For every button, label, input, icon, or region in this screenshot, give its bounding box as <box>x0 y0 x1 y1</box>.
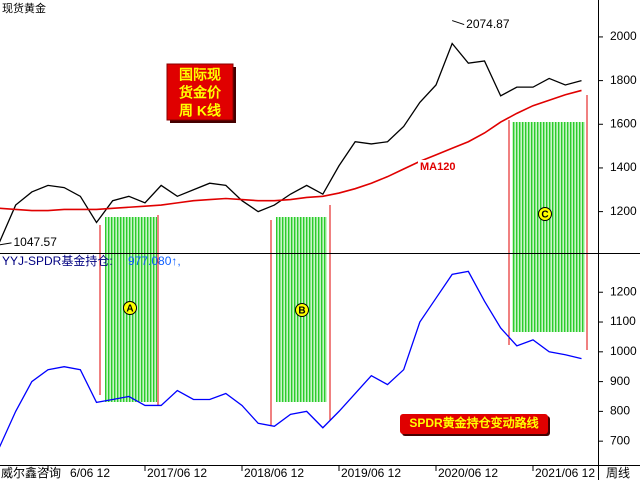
plot: MA120 <box>0 42 582 448</box>
label-box-text: 国际现 <box>179 67 221 83</box>
annotation-leader <box>0 242 12 246</box>
label-box-text: 周 K线 <box>179 103 221 119</box>
readout: 977.080↑, <box>128 254 181 268</box>
chart-title: 现货黄金 <box>2 1 46 15</box>
y-tick-label: 700 <box>610 433 630 447</box>
legend-bg <box>418 160 460 173</box>
annotation-leader <box>452 20 465 26</box>
label-box <box>400 414 548 434</box>
annotation: 1047.57 <box>14 235 58 249</box>
zone-marker <box>538 207 552 221</box>
x-tick-label: 2019/06 12 <box>341 466 401 480</box>
y-tick-label: 1400 <box>610 160 637 174</box>
y-tick-label: 1800 <box>610 73 637 87</box>
label-box <box>166 63 234 121</box>
x-tick-label: 2021/06 12 <box>535 466 595 480</box>
period: 周线 <box>606 466 630 480</box>
y-tick-label: 1600 <box>610 116 637 130</box>
series-line <box>0 270 582 448</box>
zone-marker <box>295 303 309 317</box>
x-tick-label: 2018/06 12 <box>244 466 304 480</box>
zone-label: C <box>541 210 548 221</box>
y-tick-label: 800 <box>610 404 630 418</box>
zone-marker <box>123 301 137 315</box>
y-tick-label: 2000 <box>610 29 637 43</box>
zone-label: B <box>298 306 305 317</box>
annotation: 2074.87 <box>466 17 510 31</box>
panel-title: YYJ-SPDR基金持仓: <box>2 253 113 268</box>
y-tick-label: 900 <box>610 374 630 388</box>
x-tick-label: 2017/06 12 <box>147 466 207 480</box>
y-tick-label: 1200 <box>610 204 637 218</box>
y-tick-label: 1200 <box>610 284 637 298</box>
label-box-text: 货金价 <box>178 85 222 101</box>
series-line <box>0 89 582 212</box>
series-line <box>0 42 582 243</box>
x-tick-label: 2020/06 12 <box>438 466 498 480</box>
y-tick-label: 1000 <box>610 344 637 358</box>
source: 威尔鑫咨询 <box>1 465 61 480</box>
y-tick-label: 1100 <box>610 314 636 328</box>
zone-label: A <box>126 304 133 315</box>
zone <box>512 122 585 332</box>
x-tick-label: 6/06 12 <box>70 466 110 480</box>
legend-label: MA120 <box>420 161 455 173</box>
label-box-text: SPDR黄金持仓变动路线 <box>409 415 538 430</box>
